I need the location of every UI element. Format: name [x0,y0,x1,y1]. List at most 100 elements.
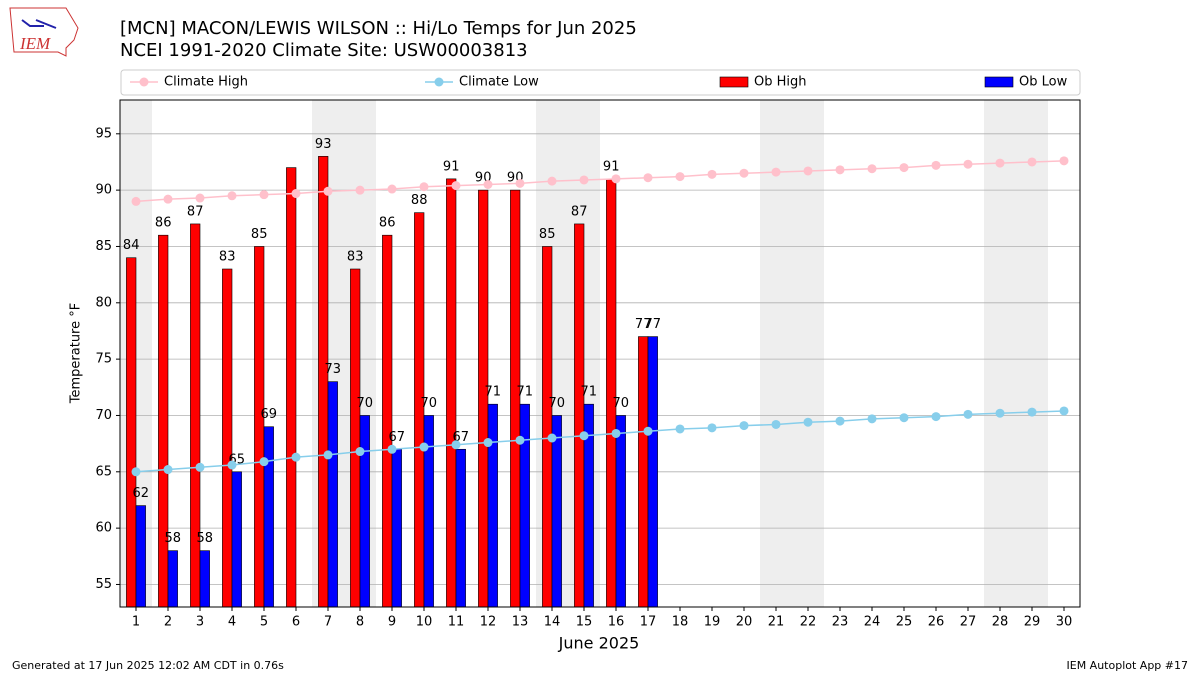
point [995,158,1005,168]
point [1059,406,1069,416]
point [195,462,205,472]
legend-label: Ob Low [1019,75,1068,90]
x-tick-label: 22 [800,615,817,630]
value-label: 83 [219,250,236,265]
value-label: 84 [123,238,140,253]
value-label: 70 [549,396,566,411]
point [579,431,589,441]
point [515,178,525,188]
point [739,421,749,431]
point [483,438,493,448]
point [547,433,557,443]
point [291,189,301,199]
line [135,410,1065,473]
logo-outline [9,7,79,57]
x-tick-label: 7 [324,615,332,630]
point [355,447,365,457]
point [899,163,909,173]
point [1027,407,1037,417]
point [227,191,237,201]
x-tick-label: 19 [704,615,721,630]
weekend-band [760,100,792,607]
point [323,450,333,460]
point [323,186,333,196]
value-label: 71 [581,385,598,400]
bar [382,234,393,608]
y-tick-label: 55 [95,577,112,592]
plot-frame [119,99,1081,608]
point [771,167,781,177]
x-tick-label: 2 [164,615,172,630]
value-label: 77 [635,317,652,332]
value-label: 87 [571,204,588,219]
point [611,428,621,438]
bar [487,403,498,608]
line [135,160,1065,203]
x-tick-label: 12 [480,615,497,630]
point [835,416,845,426]
value-label: 70 [357,396,374,411]
value-label: 71 [485,385,502,400]
footer-left: Generated at 17 Jun 2025 12:02 AM CDT in… [12,659,284,672]
value-label: 83 [347,250,364,265]
x-tick-label: 5 [260,615,268,630]
x-tick-label: 15 [576,615,593,630]
value-label: 71 [517,385,534,400]
x-tick-label: 26 [928,615,945,630]
weekend-band [984,100,1016,607]
bar [455,448,466,608]
bar [391,448,402,608]
weekend-band [792,100,824,607]
point [1027,157,1037,167]
bar [254,246,265,608]
y-tick-label: 75 [95,352,112,367]
bar [359,415,370,608]
bar [286,167,297,608]
x-tick-label: 1 [132,615,140,630]
bar [231,471,242,608]
footer-right: IEM Autoplot App #17 [1067,659,1189,672]
y-tick-label: 80 [95,295,112,310]
x-tick-label: 20 [736,615,753,630]
point [995,408,1005,418]
bar [158,234,169,608]
legend-swatch [984,76,1014,88]
point [579,175,589,185]
point [195,193,205,203]
bar [263,426,274,608]
point [227,460,237,470]
point [675,424,685,434]
bar [647,336,658,608]
x-tick-label: 29 [1024,615,1041,630]
point [707,423,717,433]
y-tick-label: 95 [95,126,112,141]
point [163,465,173,475]
point [611,174,621,184]
point [963,159,973,169]
x-tick-label: 4 [228,615,236,630]
point [291,452,301,462]
bar [327,381,338,608]
x-tick-label: 27 [960,615,977,630]
value-label: 86 [379,216,396,231]
value-label: 88 [411,193,428,208]
x-tick-label: 6 [292,615,300,630]
point [899,413,909,423]
bar [551,415,562,608]
point [355,185,365,195]
point [419,442,429,452]
bar [519,403,530,608]
bar [199,550,210,608]
weekend-band [1016,100,1048,607]
point [387,184,397,194]
bar [446,178,457,608]
legend-swatch [719,76,749,88]
x-tick-label: 17 [640,615,657,630]
point [931,160,941,170]
y-axis-label: Temperature °F [69,303,84,404]
x-tick-label: 11 [448,615,465,630]
chart-title: [MCN] MACON/LEWIS WILSON :: Hi/Lo Temps … [120,18,637,39]
bar [350,268,361,608]
x-tick-label: 24 [864,615,881,630]
x-tick-label: 21 [768,615,785,630]
